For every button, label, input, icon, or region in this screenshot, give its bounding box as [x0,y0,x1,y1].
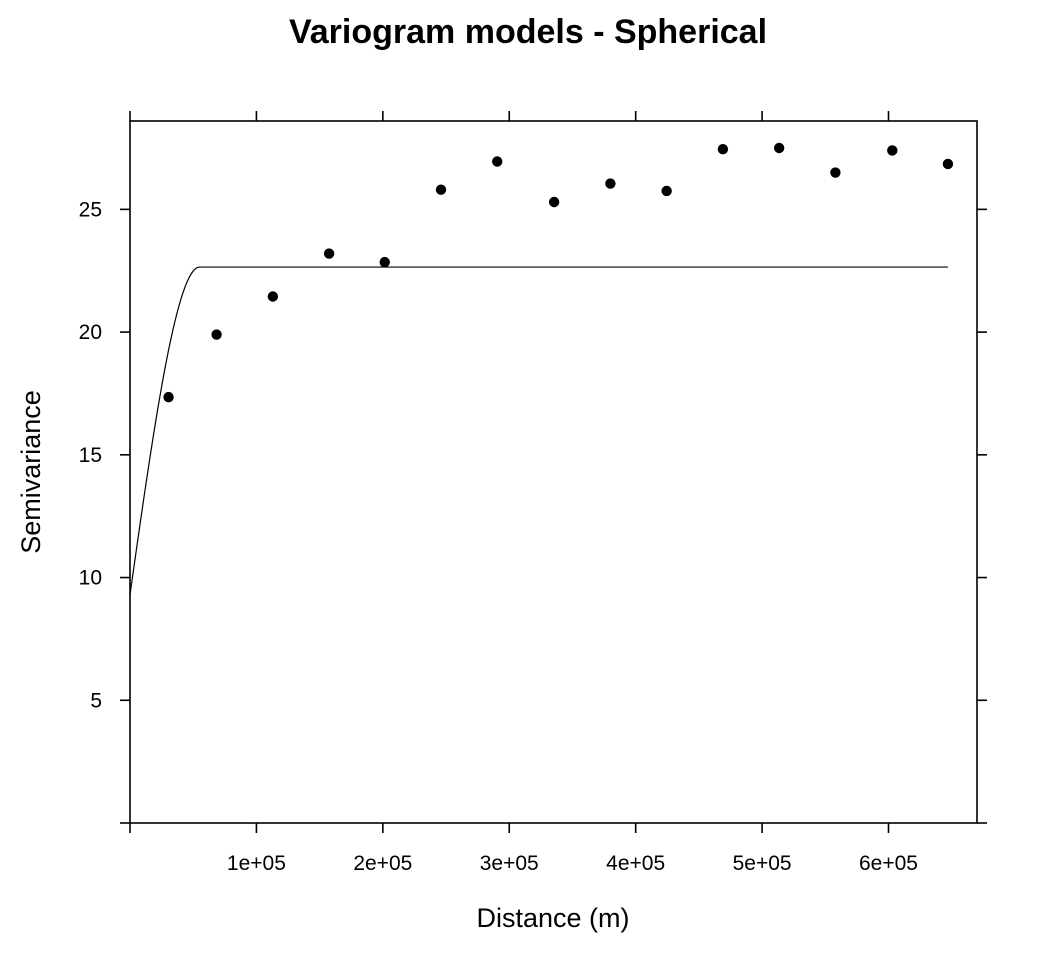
x-axis-label: Distance (m) [476,903,629,933]
data-point [323,248,335,259]
plot-frame [129,120,978,824]
y-axis-label: Semivariance [16,390,46,554]
data-point [267,291,279,302]
y-axis-left-ticks [120,208,130,824]
x-tick-label: 3e+05 [480,852,539,875]
y-tick-label: 10 [79,567,102,590]
data-point [163,391,174,403]
y-tick-label: 15 [79,444,102,467]
data-point [435,184,447,195]
chart-title: Variogram models - Spherical [289,13,767,51]
data-point [717,144,729,155]
y-axis-right-ticks [977,208,987,824]
y-tick-labels: 5 10 15 20 25 [79,198,102,712]
y-tick-label: 25 [79,198,102,221]
data-point [492,156,503,167]
data-point [605,178,616,189]
x-axis-bottom-ticks [129,823,890,833]
data-point [942,158,954,170]
spherical-model-line [129,266,948,595]
data-point [211,329,222,340]
semivariance-points [163,142,954,403]
y-tick-label: 20 [79,321,102,344]
x-tick-label: 4e+05 [606,852,665,875]
x-tick-label: 5e+05 [733,852,792,875]
x-tick-labels: 1e+05 2e+05 3e+05 4e+05 5e+05 6e+05 [227,852,918,875]
data-point [661,185,672,197]
x-tick-label: 6e+05 [859,852,918,875]
x-tick-label: 2e+05 [353,852,412,875]
x-axis-top-ticks [129,111,890,121]
data-point [548,196,560,208]
data-point [379,256,390,268]
x-tick-label: 1e+05 [227,852,286,875]
data-point [887,145,898,156]
data-point [830,167,841,178]
y-tick-label: 5 [90,689,102,712]
data-point [773,142,785,154]
